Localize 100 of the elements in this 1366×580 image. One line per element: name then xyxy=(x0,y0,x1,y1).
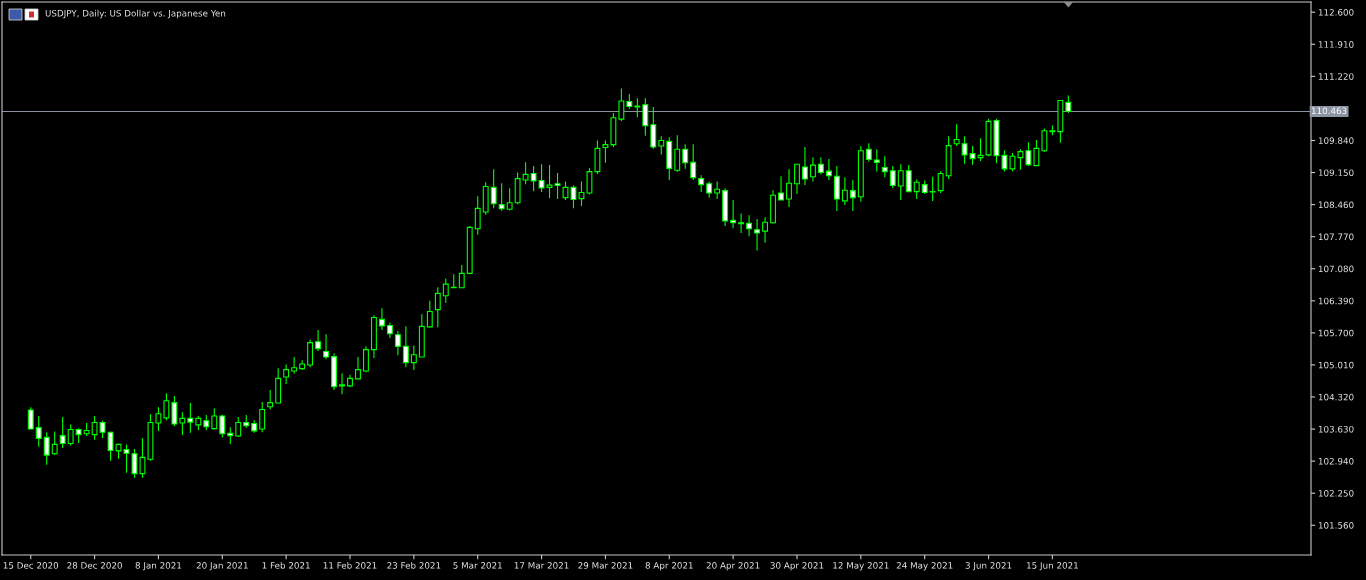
candlestick xyxy=(203,414,210,431)
candlestick xyxy=(802,146,808,186)
candlestick xyxy=(99,420,106,439)
candlestick xyxy=(291,356,298,375)
candlestick xyxy=(1041,127,1048,153)
candlestick xyxy=(474,195,481,236)
candlestick xyxy=(522,161,529,185)
candlestick xyxy=(658,135,665,155)
candlestick xyxy=(626,93,633,110)
candlestick xyxy=(817,156,824,175)
y-tick-label: 111.910 xyxy=(1318,41,1354,48)
candlestick xyxy=(259,401,266,433)
candlestick xyxy=(730,199,737,229)
candlestick xyxy=(243,414,250,429)
candlestick xyxy=(426,300,433,329)
candlestick xyxy=(921,179,928,195)
candlestick xyxy=(442,277,449,304)
candlestick xyxy=(514,171,521,205)
x-tick-label: 23 Feb 2021 xyxy=(387,561,441,569)
candlestick xyxy=(1049,125,1056,136)
x-tick-label: 17 Mar 2021 xyxy=(514,562,569,569)
candlestick xyxy=(682,143,689,170)
candlestick xyxy=(770,189,776,225)
y-tick-label: 107.770 xyxy=(1318,233,1354,241)
candlestick xyxy=(458,264,465,289)
candlestick xyxy=(219,414,226,438)
candlestick xyxy=(402,325,409,368)
candlestick xyxy=(434,286,441,328)
candlestick xyxy=(482,181,489,216)
candlestick xyxy=(698,174,705,193)
candlestick xyxy=(410,344,417,371)
candlestick xyxy=(786,168,792,208)
candlestick xyxy=(961,135,968,165)
candlestick xyxy=(722,187,729,227)
x-tick-label: 15 Jun 2021 xyxy=(1027,562,1078,571)
candlestick xyxy=(937,170,944,194)
candlestick xyxy=(187,402,194,434)
candlestick xyxy=(873,148,880,173)
candlestick xyxy=(498,182,505,212)
candlestick xyxy=(275,367,282,404)
candlestick xyxy=(307,338,314,368)
candlestick xyxy=(267,389,274,411)
candlestick xyxy=(865,142,872,163)
candlestick xyxy=(91,415,98,441)
candlestick xyxy=(945,135,952,180)
candlestick xyxy=(905,164,912,193)
x-tick-label: 29 Mar 2021 xyxy=(578,562,633,569)
candlestick xyxy=(355,356,361,380)
candlestick xyxy=(913,178,920,200)
candlestick xyxy=(195,415,202,431)
candlestick xyxy=(506,187,513,211)
candlestick xyxy=(650,106,657,150)
candlestick xyxy=(825,158,832,181)
candlestick xyxy=(378,307,385,331)
x-tick-label: 28 Dec 2020 xyxy=(67,562,122,569)
y-tick-label: 102.250 xyxy=(1318,490,1354,497)
candlestick xyxy=(283,363,290,385)
candlestick xyxy=(538,163,545,193)
candlestick xyxy=(490,168,497,209)
candlestick xyxy=(27,406,34,431)
y-tick-label: 105.700 xyxy=(1318,329,1354,337)
candlestick xyxy=(849,179,856,212)
candlestick xyxy=(754,218,761,252)
candlestick xyxy=(347,374,353,388)
candlestick xyxy=(179,411,186,436)
candlestick xyxy=(1033,139,1040,167)
y-tick-label: 102.940 xyxy=(1318,457,1354,465)
candlestick xyxy=(450,273,457,289)
candlestick xyxy=(706,180,713,199)
y-tick-label: 101.560 xyxy=(1318,522,1354,529)
candlestick xyxy=(211,407,218,431)
candlestick xyxy=(35,415,42,448)
candlestick xyxy=(809,156,816,182)
candlestick xyxy=(418,313,425,358)
candlestick xyxy=(466,225,473,275)
candlestick xyxy=(530,165,537,192)
y-tick-label: 104.320 xyxy=(1318,393,1354,401)
x-tick-label: 12 May 2021 xyxy=(833,562,889,571)
candlestick xyxy=(315,329,322,352)
candlestick xyxy=(59,416,66,449)
y-tick-label: 103.630 xyxy=(1318,425,1354,433)
y-tick-label: 112.600 xyxy=(1318,9,1354,16)
candlestick xyxy=(1065,94,1072,114)
x-tick-label: 8 Jan 2021 xyxy=(135,562,182,571)
candlestick xyxy=(299,359,306,371)
candlestick xyxy=(642,97,649,137)
x-tick-label: 3 Jun 2021 xyxy=(965,562,1012,571)
candlestick xyxy=(602,139,609,164)
candlestick xyxy=(83,422,90,437)
candlestick xyxy=(1057,99,1064,144)
candlestick xyxy=(714,180,721,200)
candlestick xyxy=(75,427,82,444)
candlestick xyxy=(929,176,936,202)
y-tick-label: 111.220 xyxy=(1318,73,1354,80)
candlestick xyxy=(339,372,345,395)
candlestick xyxy=(386,322,393,339)
candlestick xyxy=(666,136,673,181)
y-tick-label: 107.080 xyxy=(1318,265,1354,273)
y-tick-label: 109.150 xyxy=(1318,169,1354,176)
y-tick-label: 108.460 xyxy=(1318,201,1354,209)
